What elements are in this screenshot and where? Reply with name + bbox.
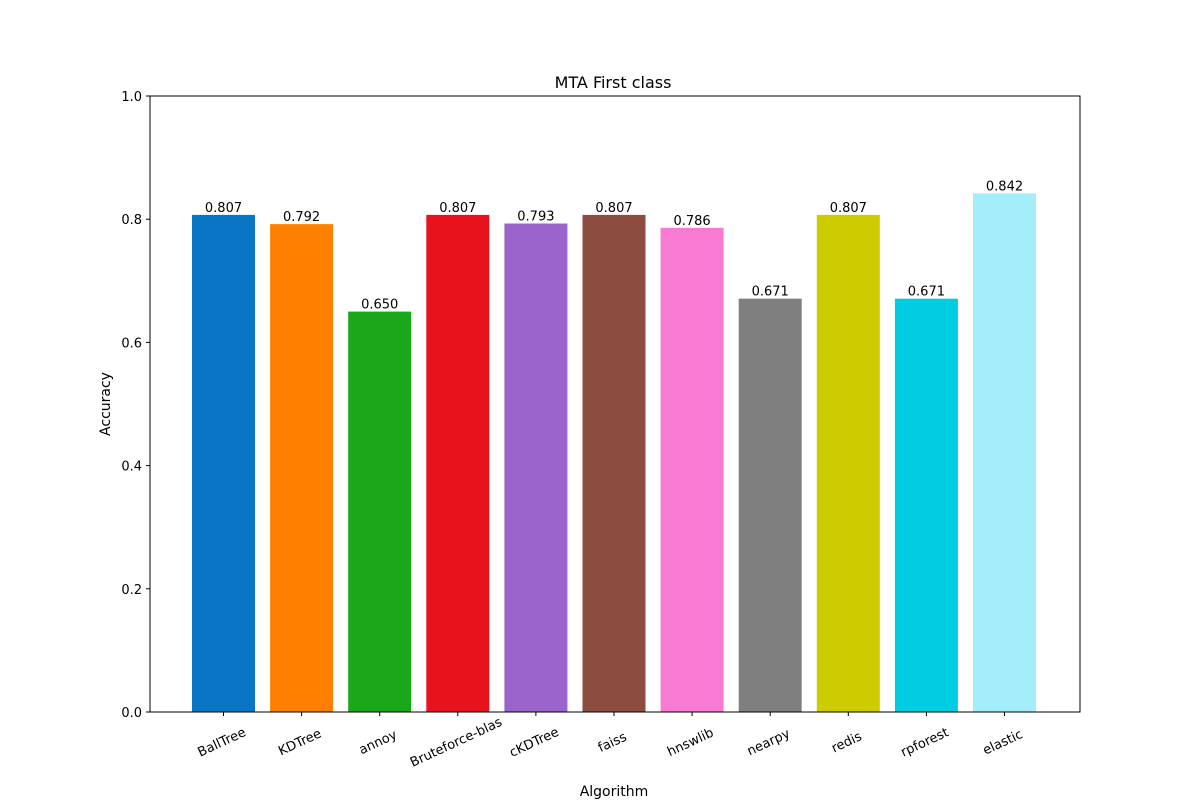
value-label-annoy: 0.650 xyxy=(361,298,398,313)
x-tick-label-BallTree: BallTree xyxy=(196,725,249,760)
chart-title: MTA First class xyxy=(555,73,672,92)
bars-group xyxy=(192,193,1036,713)
bar-BallTree xyxy=(192,214,255,712)
bar-KDTree xyxy=(270,224,334,713)
y-axis: 0.0 0.2 0.4 0.6 0.8 1.0 xyxy=(121,90,150,721)
x-tick-label-KDTree: KDTree xyxy=(276,726,324,759)
bar-annoy xyxy=(348,311,412,712)
x-tick-label-hnswlib: hnswlib xyxy=(665,726,716,760)
value-label-hnswlib: 0.786 xyxy=(673,214,710,229)
bar-cKDTree xyxy=(504,223,568,712)
y-axis-label: Accuracy xyxy=(98,372,114,436)
value-label-rpforest: 0.671 xyxy=(908,285,945,300)
bar-faiss xyxy=(582,214,646,712)
y-tick-label: 0.4 xyxy=(121,460,142,475)
x-tick-label-rpforest: rpforest xyxy=(899,725,952,760)
value-label-cKDTree: 0.793 xyxy=(517,210,554,225)
x-tick-label-Bruteforce-blas: Bruteforce-blas xyxy=(408,715,505,771)
x-tick-label-annoy: annoy xyxy=(357,727,400,758)
y-tick-label: 1.0 xyxy=(121,90,142,105)
value-label-elastic: 0.842 xyxy=(986,179,1023,194)
bar-nearpy xyxy=(738,298,802,712)
y-tick-label: 0.0 xyxy=(121,706,142,721)
value-labels-group: 0.807 0.792 0.650 0.807 0.793 0.807 0.786 0.671… xyxy=(205,179,1023,312)
bar-hnswlib xyxy=(660,227,724,712)
plot-frame xyxy=(149,95,1081,713)
x-tick-label-redis: redis xyxy=(829,729,864,756)
x-tick-label-nearpy: nearpy xyxy=(745,726,793,759)
value-label-faiss: 0.807 xyxy=(595,201,632,216)
bar-elastic xyxy=(973,193,1036,712)
bar-Bruteforce-blas xyxy=(426,214,490,712)
y-tick-label: 0.6 xyxy=(121,336,142,351)
value-label-Bruteforce-blas: 0.807 xyxy=(439,201,476,216)
y-tick-label: 0.2 xyxy=(121,583,142,598)
y-tick-label: 0.8 xyxy=(121,213,142,228)
value-label-redis: 0.807 xyxy=(830,201,867,216)
x-tick-label-cKDTree: cKDTree xyxy=(507,725,561,761)
bar-rpforest xyxy=(894,298,958,712)
x-axis: BallTree KDTree annoy Bruteforce-blas cKDTre… xyxy=(196,712,1026,771)
value-label-BallTree: 0.807 xyxy=(205,201,242,216)
x-tick-label-elastic: elastic xyxy=(981,727,1026,758)
value-label-nearpy: 0.671 xyxy=(752,285,789,300)
x-axis-label: Algorithm xyxy=(580,784,649,800)
x-tick-label-faiss: faiss xyxy=(596,730,629,756)
bar-redis xyxy=(816,214,880,712)
value-label-KDTree: 0.792 xyxy=(283,210,320,225)
